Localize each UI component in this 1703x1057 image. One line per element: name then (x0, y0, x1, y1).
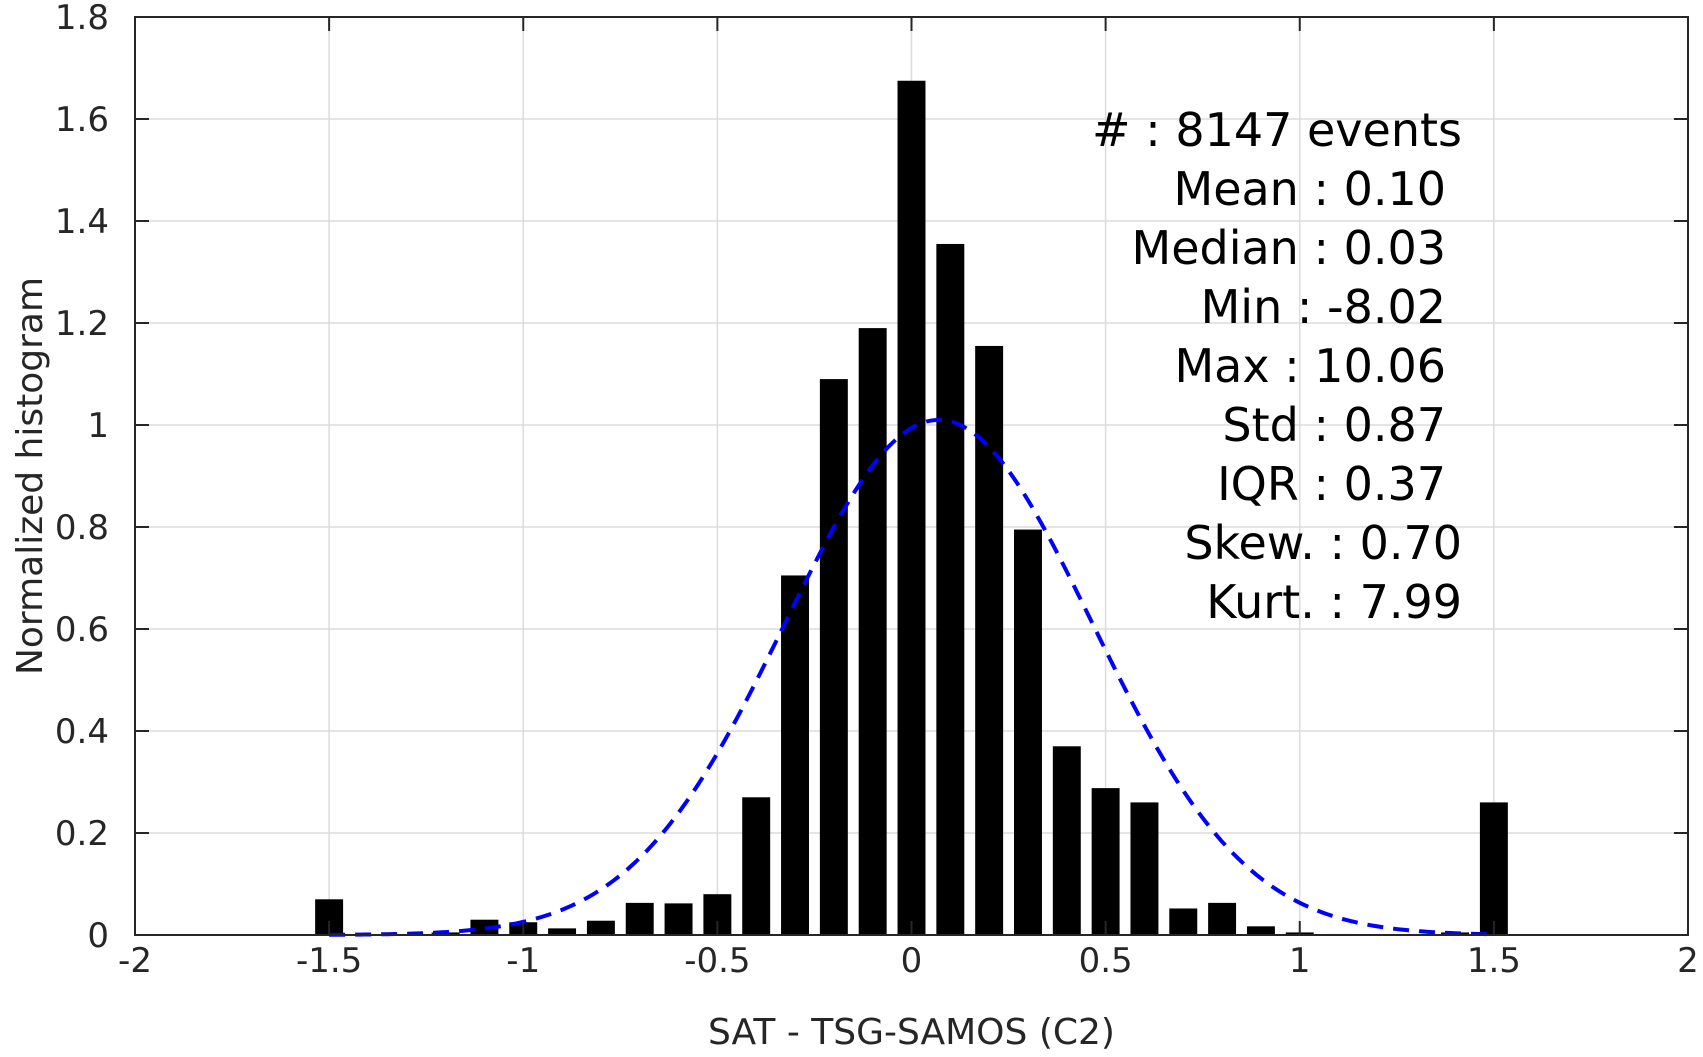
histogram-bar (975, 345, 1004, 935)
stats-min: Min : -8.02 (1201, 280, 1446, 334)
y-tick-label: 0.8 (55, 508, 109, 548)
x-tick-label: -0.5 (684, 941, 750, 981)
y-tick-label: 0.4 (55, 712, 109, 752)
histogram-bar (897, 80, 926, 935)
histogram-bar (1130, 802, 1159, 935)
x-tick-label: -1 (506, 941, 540, 981)
histogram-bar (781, 575, 810, 935)
x-axis-label: SAT - TSG-SAMOS (C2) (708, 1012, 1115, 1053)
histogram-bar (470, 919, 499, 935)
stats-median: Median : 0.03 (1132, 221, 1446, 275)
y-tick-label: 1.4 (55, 202, 109, 242)
y-tick-label: 1 (87, 406, 109, 446)
y-tick-label: 0 (87, 916, 109, 956)
y-tick-label: 1.2 (55, 304, 109, 344)
y-tick-label: 0.2 (55, 814, 109, 854)
x-tick-label: -1.5 (296, 941, 362, 981)
stats-kurt: Kurt. : 7.99 (1206, 575, 1462, 629)
histogram-bar (1169, 908, 1198, 935)
stats-mean: Mean : 0.10 (1174, 162, 1447, 216)
histogram-bar (1246, 926, 1275, 935)
histogram-bar (858, 328, 887, 936)
y-axis-label: Normalized histogram (10, 277, 51, 675)
statistics-panel: # : 8147 events Mean : 0.10 Median : 0.0… (1092, 103, 1462, 629)
stats-std: Std : 0.87 (1222, 398, 1446, 452)
x-axis-tick-labels: -2 -1.5 -1 -0.5 0 0.5 1 1.5 2 (118, 941, 1699, 981)
x-tick-label: 0.5 (1079, 941, 1133, 981)
histogram-bar (1091, 788, 1120, 935)
x-tick-label: 1 (1289, 941, 1311, 981)
stats-count: # : 8147 events (1092, 103, 1462, 157)
histogram-bar (625, 902, 654, 935)
stats-skew: Skew. : 0.70 (1184, 516, 1462, 570)
x-tick-label: 2 (1677, 941, 1699, 981)
histogram-bar (1479, 802, 1508, 935)
axis-ticks (134, 16, 1689, 936)
stats-max: Max : 10.06 (1174, 339, 1446, 393)
stats-iqr: IQR : 0.37 (1217, 457, 1446, 511)
y-tick-label: 1.6 (55, 100, 109, 140)
histogram-bar (1208, 902, 1237, 935)
y-axis-tick-labels: 0 0.2 0.4 0.6 0.8 1 1.2 1.4 1.6 1.8 (55, 0, 109, 956)
histogram-bar (936, 243, 965, 935)
histogram-bar (742, 797, 771, 935)
y-tick-label: 1.8 (55, 0, 109, 38)
x-tick-label: -2 (118, 941, 152, 981)
y-tick-label: 0.6 (55, 610, 109, 650)
histogram-bar (819, 379, 848, 936)
x-tick-label: 1.5 (1467, 941, 1521, 981)
histogram-bar (548, 928, 577, 935)
histogram-bar (1052, 746, 1081, 935)
histogram-bar (1013, 529, 1042, 935)
x-tick-label: 0 (901, 941, 923, 981)
histogram-bar (586, 920, 615, 935)
histogram-bar (664, 903, 693, 935)
histogram-bars (315, 80, 1508, 936)
